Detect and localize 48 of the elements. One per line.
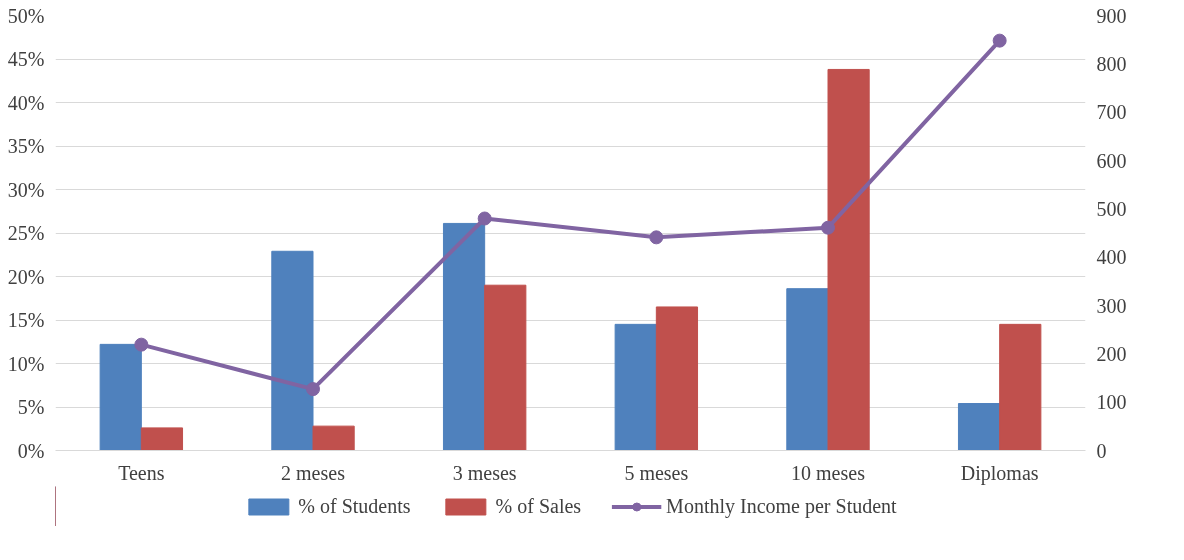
bar bbox=[614, 323, 657, 451]
y-tick-label: 0% bbox=[17, 439, 45, 462]
y2-tick-label: 700 bbox=[1096, 101, 1127, 124]
y2-tick-label: 0 bbox=[1096, 439, 1107, 462]
bar bbox=[786, 288, 829, 451]
x-tick-label: 5 meses bbox=[624, 461, 689, 484]
y2-tick-label: 900 bbox=[1096, 4, 1127, 27]
y-tick-label: 15% bbox=[7, 309, 45, 331]
legend-label: % of Sales bbox=[495, 494, 582, 518]
x-tick-label: Diplomas bbox=[960, 461, 1039, 485]
y-tick-label: 5% bbox=[17, 396, 45, 418]
bar bbox=[957, 403, 1001, 451]
y-tick-label: 45% bbox=[7, 48, 45, 70]
y2-tick-label: 500 bbox=[1096, 197, 1127, 220]
y2-tick-label: 300 bbox=[1096, 294, 1127, 317]
bar bbox=[999, 323, 1042, 451]
bar bbox=[827, 68, 870, 451]
y-tick-label: 20% bbox=[7, 265, 45, 288]
y2-tick-label: 100 bbox=[1096, 391, 1127, 414]
y2-tick-label: 800 bbox=[1096, 52, 1127, 75]
y-tick-label: 10% bbox=[7, 352, 45, 375]
bar bbox=[484, 284, 527, 451]
point bbox=[649, 230, 664, 245]
bar bbox=[312, 425, 355, 451]
y2-tick-label: 400 bbox=[1096, 246, 1127, 269]
y-tick-label: 35% bbox=[7, 135, 45, 157]
bar bbox=[442, 222, 486, 451]
y-tick-label: 50% bbox=[7, 4, 45, 27]
y2-tick-label: 200 bbox=[1096, 342, 1127, 365]
point bbox=[821, 220, 835, 235]
x-tick-label: 2 meses bbox=[281, 461, 346, 484]
legend-label: Monthly Income per Student bbox=[666, 494, 897, 518]
legend-label: % of Students bbox=[298, 494, 411, 518]
point bbox=[134, 337, 149, 352]
y-tick-label: 30% bbox=[7, 178, 45, 201]
y2-tick-label: 600 bbox=[1096, 149, 1127, 172]
x-tick-label: 3 meses bbox=[452, 461, 517, 484]
bar bbox=[655, 306, 699, 451]
x-tick-label: 10 meses bbox=[791, 461, 866, 484]
y-tick-label: 40% bbox=[7, 91, 45, 114]
point bbox=[306, 382, 320, 397]
point bbox=[992, 33, 1007, 48]
x-tick-label: Teens bbox=[118, 461, 165, 484]
bar bbox=[140, 427, 184, 451]
bar bbox=[271, 250, 314, 451]
bar bbox=[99, 343, 142, 451]
point bbox=[477, 211, 492, 226]
y-tick-label: 25% bbox=[7, 222, 45, 244]
